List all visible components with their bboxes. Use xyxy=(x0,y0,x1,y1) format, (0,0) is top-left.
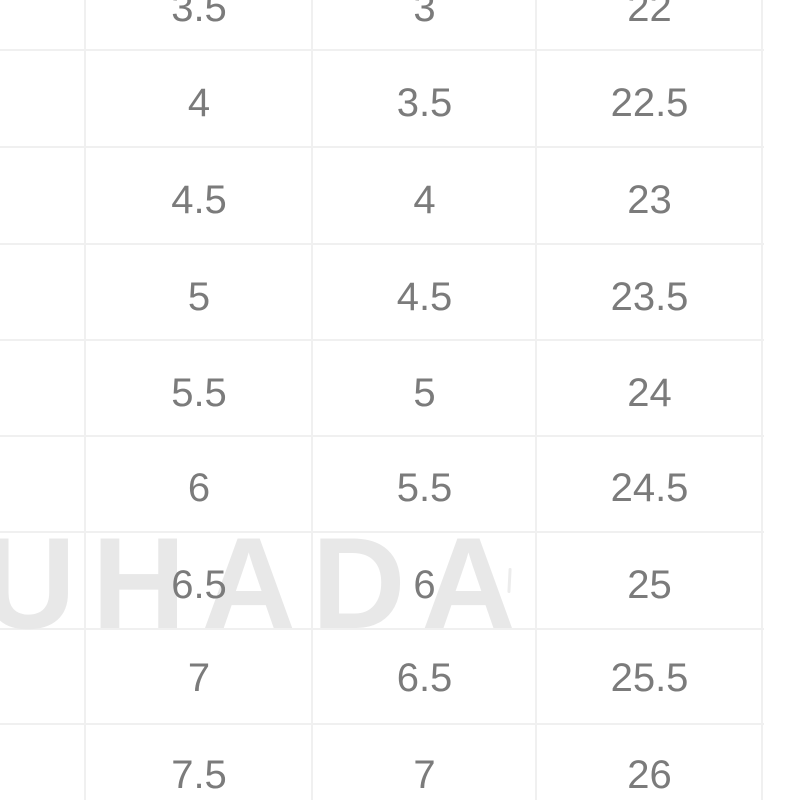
table-row-divider xyxy=(0,242,764,245)
size-cell-r1-c2: 3 xyxy=(413,0,436,30)
size-cell-r2-c3: 22.5 xyxy=(610,81,689,125)
table-row-divider xyxy=(0,338,764,341)
size-cell-r1-c1: 3.5 xyxy=(171,0,227,30)
size-cell-r7-c2: 6 xyxy=(413,563,436,607)
size-cell-r5-c3: 24 xyxy=(627,371,672,415)
size-cell-r4-c3: 23.5 xyxy=(610,275,689,319)
size-cell-r6-c3: 24.5 xyxy=(610,466,689,510)
size-cell-r5-c1: 5.5 xyxy=(171,371,227,415)
table-column-divider xyxy=(535,0,537,800)
size-cell-r2-c2: 3.5 xyxy=(396,81,453,125)
size-cell-r7-c3: 25 xyxy=(627,563,672,607)
size-cell-r2-c1: 4 xyxy=(187,81,211,125)
size-cell-r8-c2: 6.5 xyxy=(396,656,453,700)
table-column-divider xyxy=(761,0,763,800)
size-cell-r4-c1: 5 xyxy=(187,275,211,319)
size-cell-r8-c3: 25.5 xyxy=(610,656,689,700)
table-row-divider xyxy=(0,530,764,533)
size-cell-r3-c2: 4 xyxy=(413,178,436,222)
size-cell-r5-c2: 5 xyxy=(413,371,436,415)
size-cell-r8-c1: 7 xyxy=(187,656,211,700)
size-cell-r1-c3: 22 xyxy=(627,0,672,30)
table-row-divider xyxy=(0,434,764,437)
table-row-divider xyxy=(0,723,764,725)
size-cell-r3-c3: 23 xyxy=(627,178,672,222)
table-row-divider xyxy=(0,49,764,51)
size-cell-r9-c1: 7.5 xyxy=(171,753,227,797)
size-cell-r9-c2: 7 xyxy=(413,753,436,797)
size-cell-r6-c1: 6 xyxy=(187,466,211,510)
size-cell-r3-c1: 4.5 xyxy=(171,178,227,222)
size-cell-r9-c3: 26 xyxy=(627,753,672,797)
size-cell-r6-c2: 5.5 xyxy=(396,466,453,510)
watermark-small-mark xyxy=(507,567,512,594)
size-cell-r4-c2: 4.5 xyxy=(396,275,453,319)
table-column-divider xyxy=(84,0,86,800)
table-row-divider xyxy=(0,628,764,630)
table-column-divider xyxy=(310,0,313,800)
table-row-divider xyxy=(0,146,764,148)
size-cell-r7-c1: 6.5 xyxy=(171,563,227,607)
